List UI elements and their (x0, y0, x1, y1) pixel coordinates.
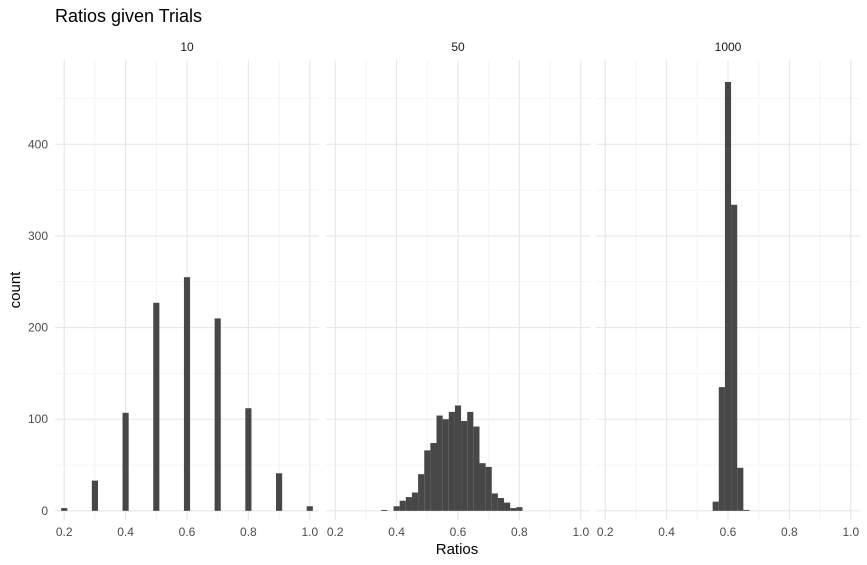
y-axis-title: count (7, 271, 24, 309)
y-tick-label: 0 (41, 504, 48, 518)
histogram-bar (491, 493, 498, 511)
facet-label: 50 (451, 40, 465, 54)
histogram-bar (122, 412, 129, 511)
x-tick-label: 0.4 (117, 525, 134, 539)
histogram-bar (479, 463, 486, 511)
x-tick-label: 1.0 (572, 525, 589, 539)
x-tick-label: 1.0 (301, 525, 318, 539)
histogram-bar (61, 508, 68, 511)
facet-label: 1000 (715, 40, 742, 54)
facet-label: 10 (180, 40, 194, 54)
histogram-bar (718, 387, 725, 511)
gridlines (55, 60, 860, 520)
histogram-bar (461, 421, 468, 511)
histogram-bar (245, 408, 252, 511)
histogram-bar (737, 467, 744, 511)
histogram-bar (743, 509, 750, 511)
histogram-bar (467, 411, 474, 511)
x-tick-label: 0.8 (511, 525, 528, 539)
histogram-bar (430, 443, 437, 511)
x-tick-label: 0.4 (388, 525, 405, 539)
histogram-bar (399, 500, 406, 511)
y-tick-label: 300 (28, 229, 48, 243)
y-tick-label: 400 (28, 137, 48, 151)
x-tick-label: 0.6 (450, 525, 467, 539)
histogram-bar (510, 508, 517, 511)
histogram-bar (436, 415, 443, 511)
histogram-bar (731, 204, 738, 511)
histogram-bar (516, 507, 523, 511)
x-tick-label: 0.6 (179, 525, 196, 539)
histogram-bar (485, 466, 492, 511)
histogram-bar (381, 509, 388, 511)
histogram-bar (411, 492, 419, 511)
y-tick-label: 200 (28, 321, 48, 335)
histogram-bar (442, 419, 449, 511)
histogram-bar (153, 302, 160, 511)
histogram-bar (405, 497, 412, 511)
histogram-bar (91, 480, 98, 511)
histogram-bar (497, 498, 505, 511)
histogram-bar (454, 405, 462, 511)
x-tick-label: 0.6 (720, 525, 737, 539)
histogram-bar (448, 411, 455, 511)
histogram-bar (214, 318, 221, 511)
x-tick-label: 0.2 (597, 525, 614, 539)
histogram-bar (712, 501, 719, 511)
histogram-bar (724, 81, 732, 511)
histogram-bar (473, 426, 480, 511)
histogram-bar (424, 450, 431, 511)
x-tick-label: 0.2 (327, 525, 344, 539)
x-tick-label: 0.8 (240, 525, 257, 539)
chart-title: Ratios given Trials (55, 6, 202, 26)
histogram-bar (418, 474, 425, 511)
histogram-bar (183, 277, 191, 511)
x-axis-title: Ratios (436, 541, 479, 558)
histogram-bars (61, 81, 750, 511)
histogram-bar (276, 473, 283, 511)
histogram-bar (393, 506, 400, 511)
histogram-bar (504, 502, 511, 511)
x-tick-label: 0.2 (56, 525, 73, 539)
x-tick-label: 1.0 (842, 525, 859, 539)
y-tick-label: 100 (28, 412, 48, 426)
x-tick-label: 0.4 (658, 525, 675, 539)
x-tick-label: 0.8 (781, 525, 798, 539)
histogram-bar (306, 506, 313, 511)
